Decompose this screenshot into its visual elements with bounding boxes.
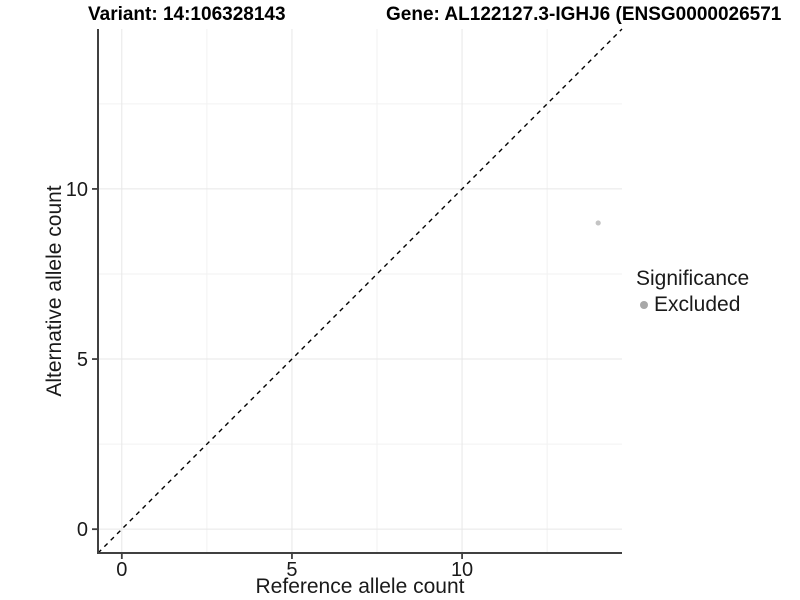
- x-tick-label: 0: [116, 559, 127, 581]
- legend-key-dot-icon: [640, 301, 648, 309]
- legend: Significance Excluded: [636, 266, 749, 317]
- x-tick-label: 5: [286, 559, 297, 581]
- x-tick-label: 10: [451, 559, 473, 581]
- data-point: [595, 220, 601, 226]
- legend-item-excluded: Excluded: [636, 293, 749, 317]
- y-axis-title: Alternative allele count: [43, 185, 66, 397]
- x-axis-title: Reference allele count: [255, 575, 465, 598]
- y-tick-label: 5: [77, 349, 88, 371]
- legend-item-label: Excluded: [654, 293, 741, 316]
- legend-title: Significance: [636, 267, 750, 290]
- y-tick-label: 10: [66, 179, 88, 201]
- plot-title-gene: Gene: AL122127.3-IGHJ6 (ENSG0000026571: [386, 4, 782, 25]
- plot-title-variant: Variant: 14:106328143: [88, 4, 286, 25]
- identity-dashed-line: [97, 28, 623, 554]
- y-tick-label: 0: [77, 519, 88, 541]
